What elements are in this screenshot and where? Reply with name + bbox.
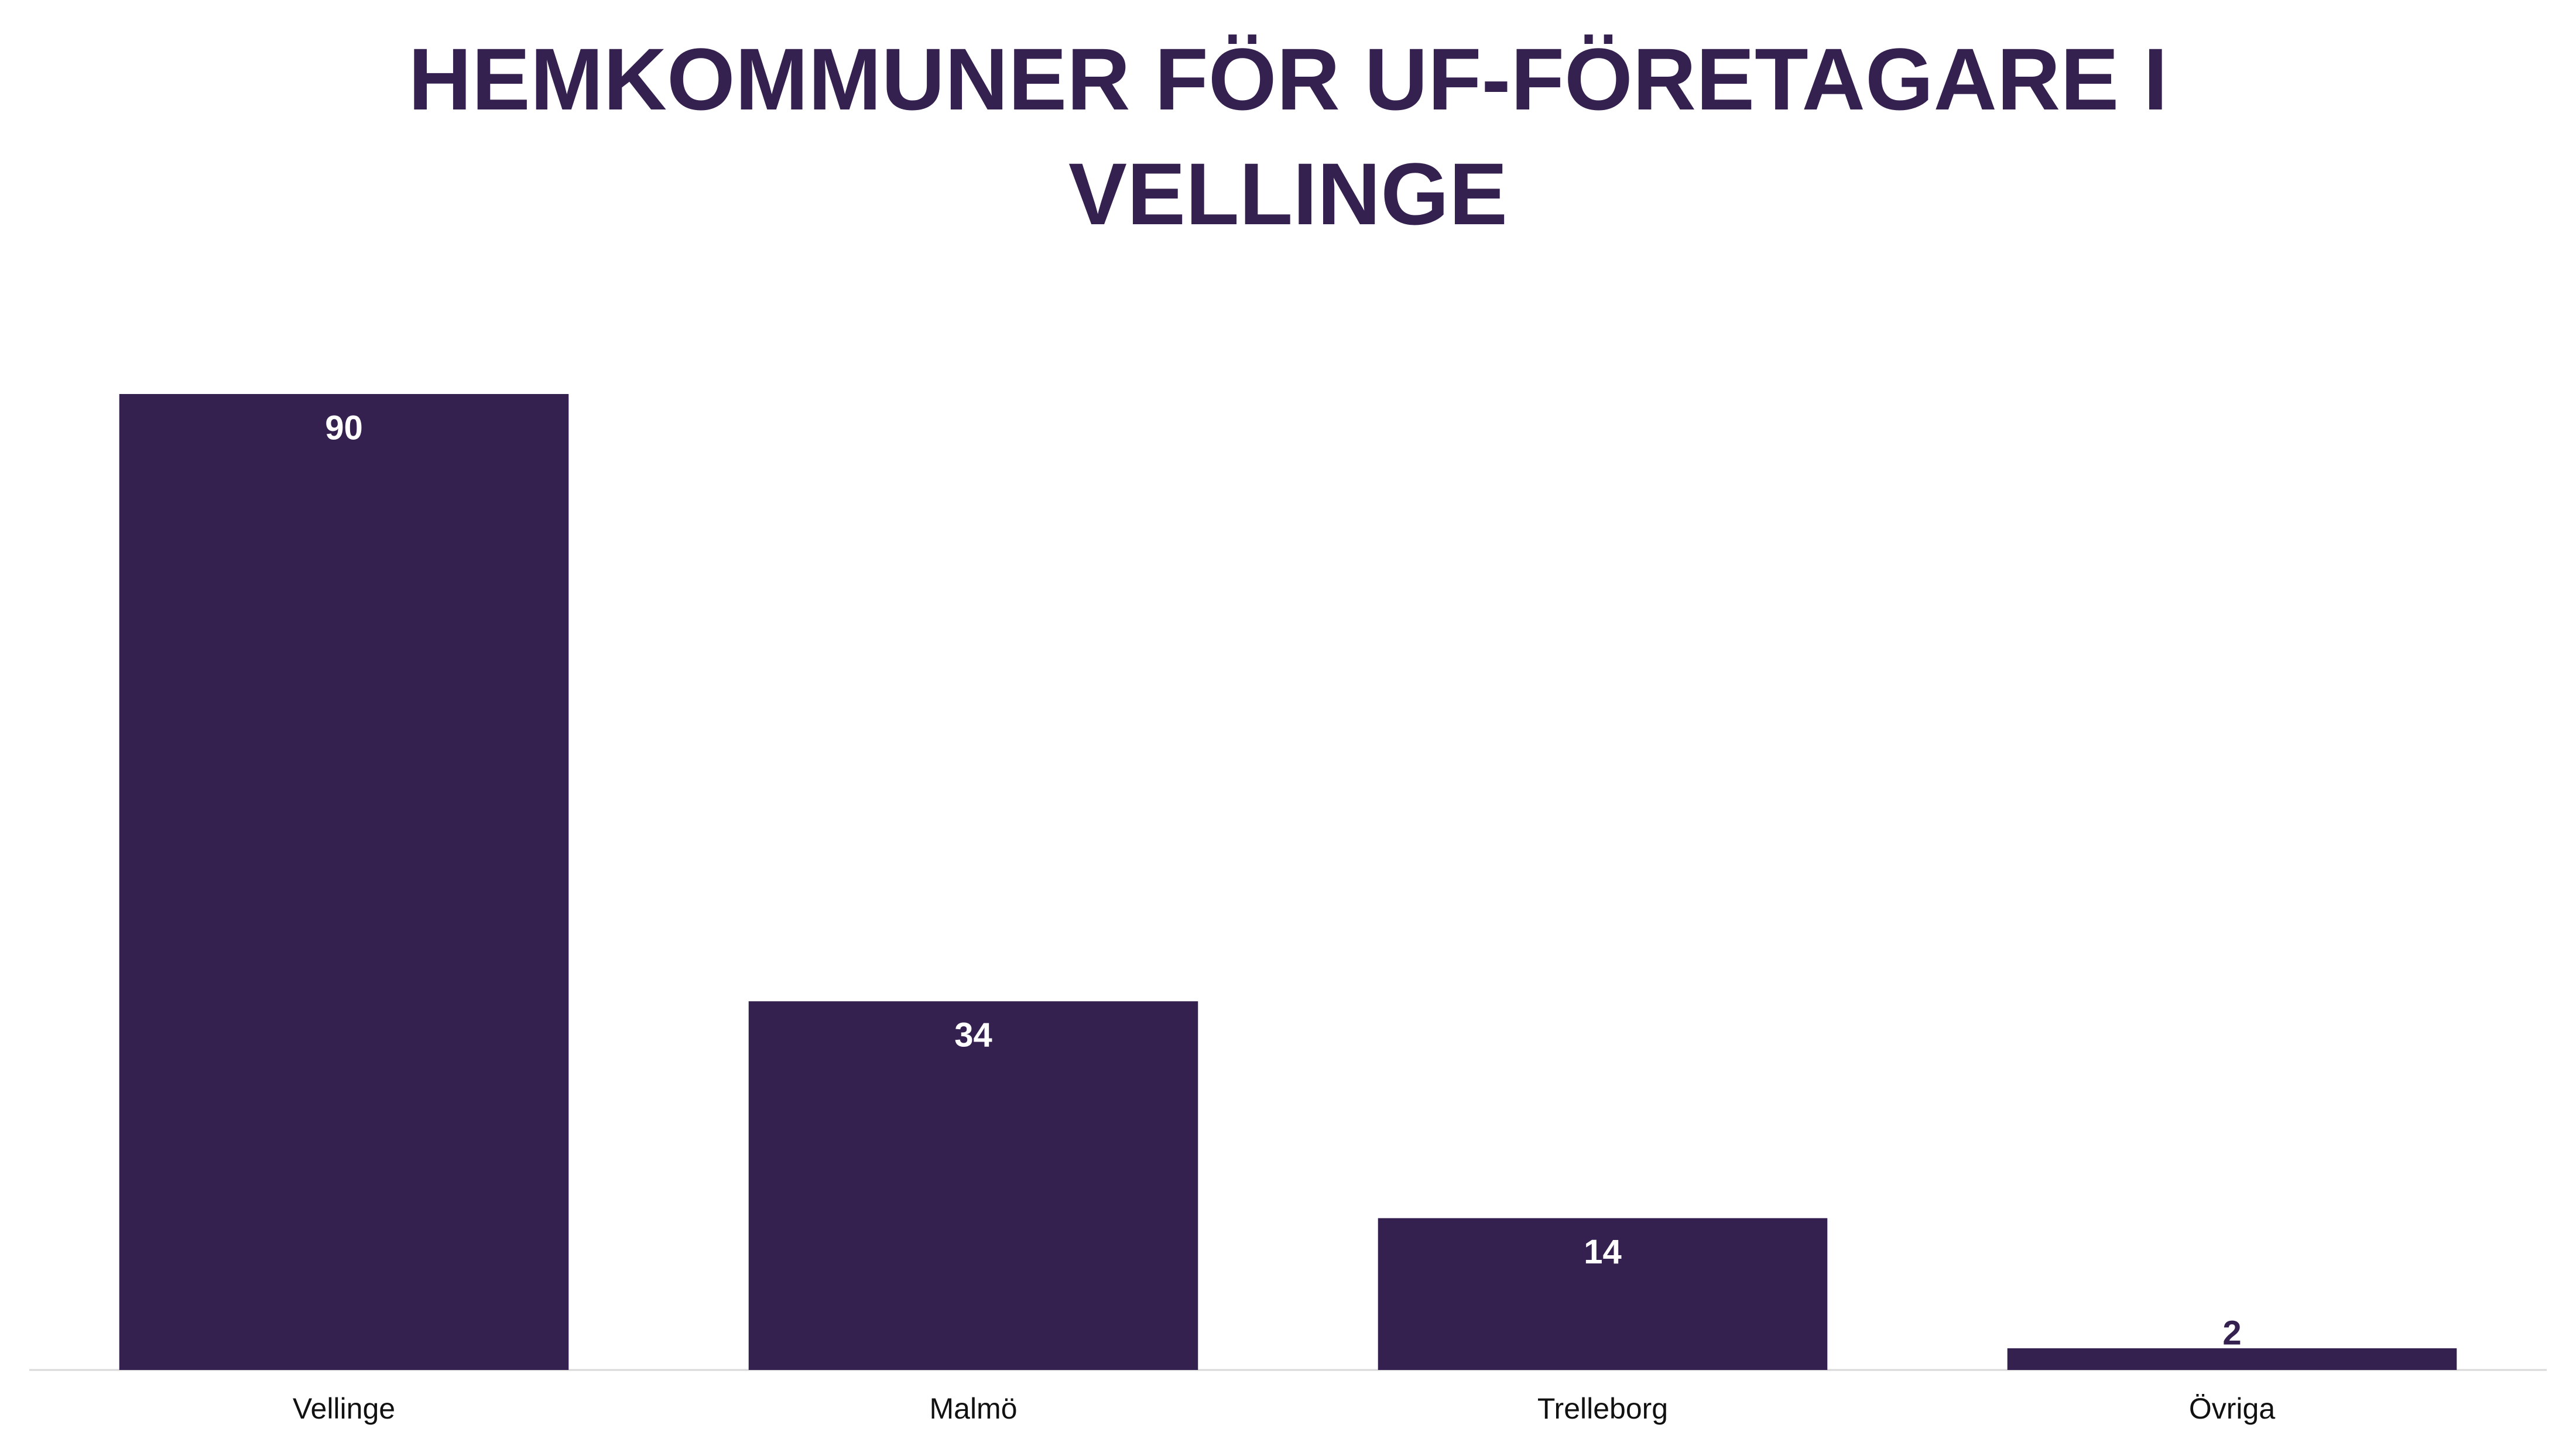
value-label: 14 [1584,1233,1622,1271]
x-tick-label: Trelleborg [1537,1392,1668,1425]
bar [119,394,569,1370]
value-label: 90 [325,409,363,447]
x-tick-label: Malmö [929,1392,1017,1425]
x-tick-label: Vellinge [293,1392,395,1425]
bar [748,1001,1198,1370]
value-label: 34 [954,1016,992,1054]
value-label: 2 [2222,1314,2241,1352]
bar [2007,1348,2457,1370]
chart-title: HEMKOMMUNER FÖR UF-FÖRETAGARE I VELLINGE [408,30,2168,243]
x-tick-label: Övriga [2189,1392,2275,1425]
bar [1378,1218,1828,1370]
